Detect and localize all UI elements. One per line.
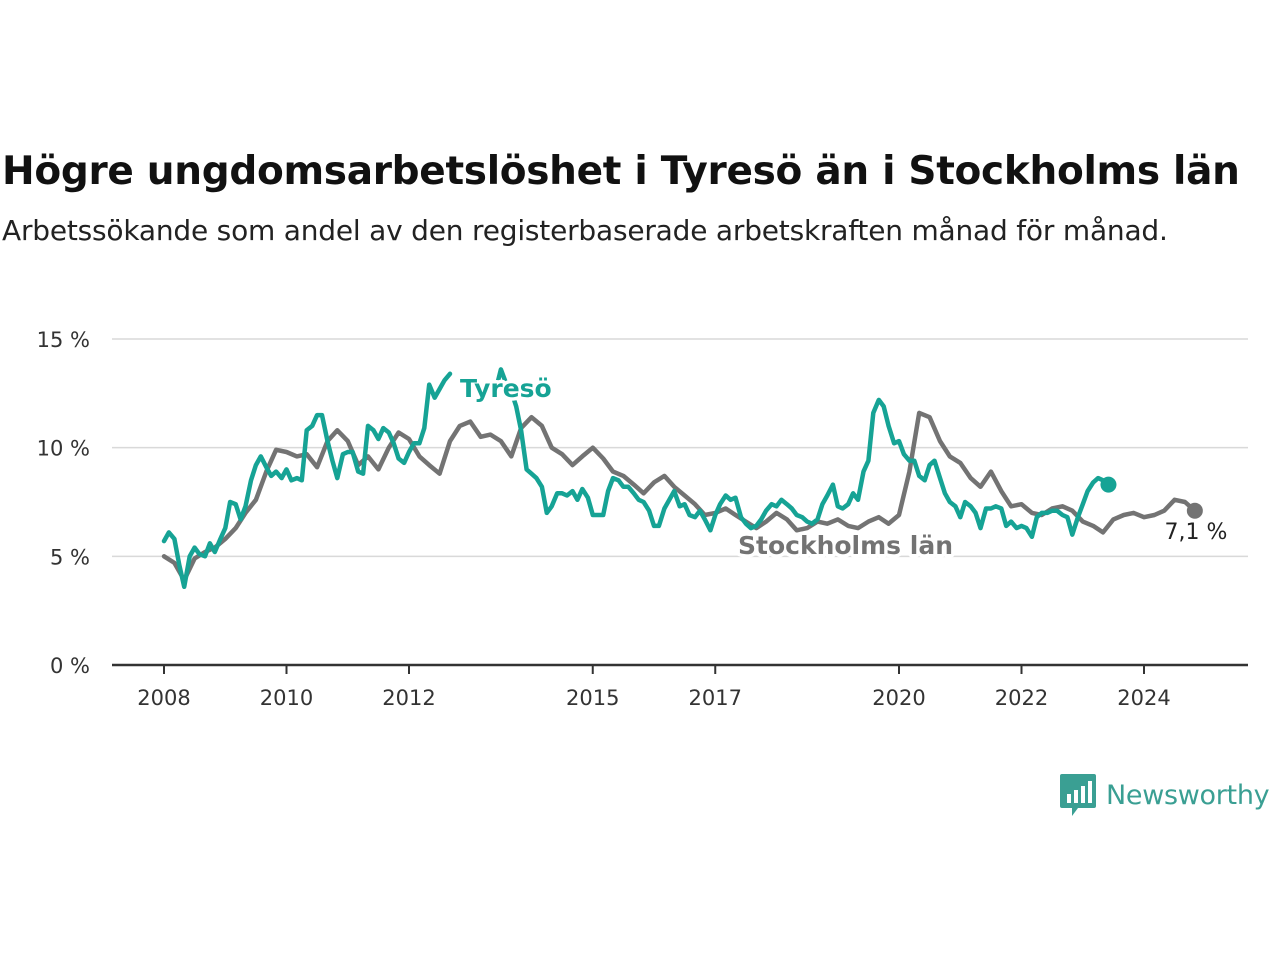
- series-label: 7,1 %: [1165, 520, 1228, 545]
- series-line: [161, 410, 1198, 583]
- chart-subtitle: Arbetssökande som andel av den registerb…: [2, 214, 1168, 247]
- series-line: [161, 371, 453, 590]
- x-tick-label: 2008: [137, 686, 190, 710]
- x-axis: 2008 2010 2012 2015 2017 2020 2022 2024: [112, 663, 1248, 710]
- chart-title: Högre ungdomsarbetslöshet i Tyresö än i …: [2, 149, 1240, 194]
- newsworthy-logo-icon: [1060, 774, 1096, 816]
- y-tick-label: 0 %: [50, 654, 90, 678]
- x-tick-label: 2024: [1117, 686, 1170, 710]
- brand: Newsworthy: [1058, 772, 1270, 818]
- series-lines: [161, 367, 1203, 590]
- x-tick-label: 2020: [872, 686, 925, 710]
- end-point-marker: [1100, 476, 1117, 493]
- x-tick-label: 2015: [566, 686, 619, 710]
- y-tick-label: 5 %: [50, 545, 90, 569]
- series-label: Tyresö: [460, 374, 552, 403]
- end-point-marker: [1186, 502, 1203, 519]
- x-tick-label: 2010: [260, 686, 313, 710]
- series-labels: Tyresö Stockholms län 7,1 %: [457, 371, 1231, 564]
- gridlines: [112, 338, 1248, 558]
- x-tick-label: 2017: [689, 686, 742, 710]
- y-axis-tick-labels: 0 % 5 % 10 % 15 %: [37, 328, 90, 678]
- y-tick-label: 15 %: [37, 328, 90, 352]
- y-tick-label: 10 %: [37, 437, 90, 461]
- brand-name: Newsworthy: [1106, 779, 1270, 811]
- series-line: [493, 367, 1111, 540]
- series-label: Stockholms län: [738, 531, 953, 560]
- x-tick-label: 2012: [382, 686, 435, 710]
- x-tick-label: 2022: [995, 686, 1048, 710]
